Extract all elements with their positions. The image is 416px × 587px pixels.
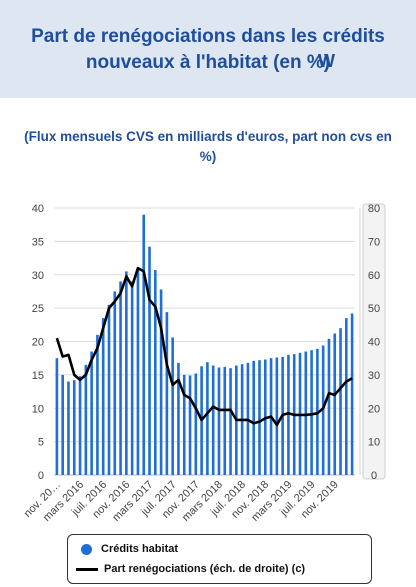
y-right-tick-label: 10 <box>368 437 380 449</box>
bar <box>159 289 163 475</box>
legend-item-bars: Crédits habitat <box>68 540 178 558</box>
bar <box>258 360 261 475</box>
bar <box>350 313 354 475</box>
bar <box>165 312 169 475</box>
y-right-tick-label: 50 <box>368 303 380 315</box>
bar <box>119 281 122 475</box>
y-left-tick-label: 35 <box>32 236 44 248</box>
bar <box>252 360 256 475</box>
bar <box>96 334 99 475</box>
y-right-tick-label: 20 <box>368 403 380 415</box>
bar <box>333 333 337 475</box>
bar <box>136 268 140 475</box>
bar <box>339 328 342 475</box>
chart-subtitle: (Flux mensuels CVS en milliards d'euros,… <box>24 129 392 164</box>
bar <box>90 351 93 475</box>
bar <box>287 354 290 475</box>
bar <box>182 374 186 475</box>
y-right-axis-box <box>362 203 386 480</box>
y-right-tick-label: 80 <box>368 203 380 215</box>
bar <box>188 375 192 475</box>
bar <box>142 214 146 476</box>
y-right-tick-label: 0 <box>371 470 377 482</box>
title-logo-mark: W <box>318 51 335 71</box>
bar <box>78 376 82 475</box>
bar <box>304 351 308 475</box>
bar <box>107 304 111 475</box>
legend-swatch-line <box>76 567 98 571</box>
legend: Crédits habitat Part renégociations (éch… <box>67 534 372 584</box>
bar <box>72 380 76 475</box>
bar <box>61 374 64 475</box>
legend-label-bars: Crédits habitat <box>101 543 179 555</box>
bar <box>206 362 209 475</box>
legend-label-line: Part renégociations (éch. de droite) (c) <box>104 563 306 575</box>
y-right-tick-label: 60 <box>368 270 380 282</box>
y-left-tick-label: 15 <box>32 370 44 382</box>
bar <box>217 367 221 475</box>
bar <box>125 271 128 475</box>
legend-swatch-bars <box>81 543 92 555</box>
bar <box>211 365 215 475</box>
bar <box>113 291 117 475</box>
bar <box>229 368 232 475</box>
legend-item-line: Part renégociations (éch. de droite) (c) <box>68 560 305 578</box>
bar <box>321 345 325 475</box>
bar <box>194 373 198 475</box>
bar <box>177 362 180 475</box>
bar <box>67 381 70 475</box>
y-right-tick-label: 70 <box>368 236 380 248</box>
bar <box>171 337 174 475</box>
y-right-axis-bar <box>359 208 361 475</box>
y-left-tick-label: 5 <box>38 437 44 449</box>
bar <box>55 358 59 475</box>
chart-title: Part de renégociations dans les crédits … <box>31 26 385 73</box>
bar <box>153 270 157 475</box>
bar <box>148 246 151 475</box>
y-right-tick-label: 40 <box>368 337 380 349</box>
y-left-tick-label: 10 <box>32 403 44 415</box>
bar <box>327 338 331 475</box>
title-banner: Part de renégociations dans les crédits … <box>0 0 416 98</box>
bar <box>310 350 313 475</box>
bar <box>84 364 88 475</box>
y-left-tick-label: 30 <box>32 270 44 282</box>
y-left-tick-label: 40 <box>32 203 44 215</box>
y-left-tick-label: 25 <box>32 303 44 315</box>
y-left-tick-label: 20 <box>32 337 44 349</box>
bar <box>130 281 134 475</box>
series-line <box>55 266 353 427</box>
bar <box>223 366 227 475</box>
y-right-tick-label: 30 <box>368 370 380 382</box>
y-left-tick-label: 0 <box>38 470 44 482</box>
bar <box>275 357 279 475</box>
bar <box>345 318 348 475</box>
bar <box>101 318 105 475</box>
